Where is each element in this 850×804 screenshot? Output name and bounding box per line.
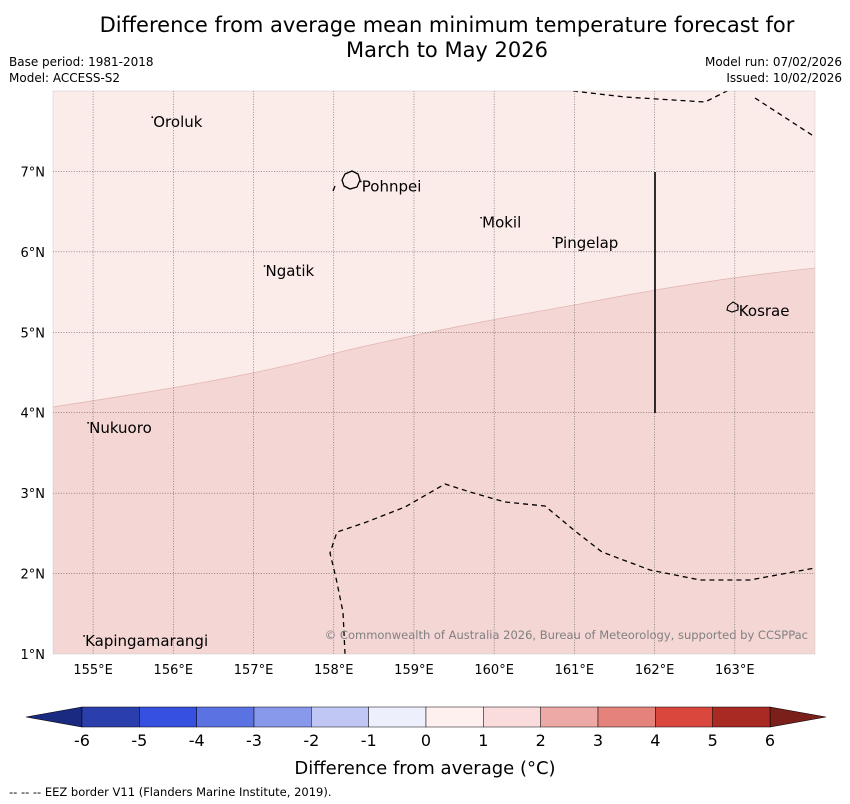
x-tick-label: 155°E — [73, 663, 113, 678]
colorbar-tick-label: -4 — [189, 731, 205, 750]
x-tick-label: 156°E — [154, 663, 194, 678]
place-label: Kosrae — [739, 302, 790, 320]
colorbar-swatch — [425, 706, 484, 728]
colorbar-tick-label: 4 — [650, 731, 660, 750]
colorbar-tick-label: 5 — [708, 731, 718, 750]
island-marker-icon — [151, 116, 154, 119]
place-label: Ngatik — [266, 262, 315, 280]
colorbar-tick-label: 3 — [593, 731, 603, 750]
island-marker-icon — [83, 635, 85, 637]
eez-border-pohnpei — [332, 185, 336, 192]
x-tick-label: 163°E — [715, 663, 755, 678]
eez-border-north — [572, 91, 815, 138]
colorbar-swatch — [139, 706, 197, 728]
x-tick-label: 160°E — [474, 663, 514, 678]
colorbar: -6 -5 -4 -3 -2 -1 0 1 2 3 4 5 6 — [25, 706, 827, 750]
y-tick-label: 2°N — [21, 568, 46, 583]
map-frame — [52, 90, 816, 655]
place-label: Kapingamarangi — [85, 632, 208, 650]
colorbar-swatch — [540, 706, 599, 728]
copyright-credit: © Commonwealth of Australia 2026, Bureau… — [325, 628, 808, 642]
colorbar-tick-label: 6 — [765, 731, 775, 750]
colorbar-tick-label: -3 — [246, 731, 262, 750]
island-marker-icon — [552, 236, 555, 239]
colorbar-swatch — [483, 706, 541, 728]
place-labels: Oroluk Pohnpei Mokil Pingelap Ngatik Kosrae Nu… — [83, 113, 789, 650]
y-axis-ticks: 7°N 6°N 5°N 4°N 3°N 2°N 1°N — [21, 165, 46, 663]
colorbar-extend-high — [769, 706, 827, 728]
x-tick-label: 161°E — [555, 663, 595, 678]
x-tick-label: 157°E — [234, 663, 274, 678]
x-axis-ticks: 155°E 156°E 157°E 158°E 159°E 160°E 161°E 162°E… — [73, 663, 754, 678]
colorbar-extend-low — [25, 706, 83, 728]
colorbar-swatch — [597, 706, 656, 728]
colorbar-swatch — [311, 706, 369, 728]
colorbar-tick-label: -5 — [131, 731, 147, 750]
island-marker-icon — [736, 305, 739, 308]
x-tick-label: 158°E — [314, 663, 354, 678]
y-tick-label: 1°N — [21, 648, 46, 663]
x-tick-label: 162°E — [635, 663, 675, 678]
title-line-2: March to May 2026 — [346, 38, 548, 62]
eez-footnote: -- -- -- EEZ border V11 (Flanders Marine… — [9, 785, 332, 799]
map-title: Difference from average mean minimum tem… — [0, 13, 850, 63]
colorbar-tick-label: 0 — [421, 731, 431, 750]
colorbar-tick-label: 2 — [536, 731, 546, 750]
model-name: Model: ACCESS-S2 — [9, 71, 121, 85]
place-label: Oroluk — [153, 113, 202, 131]
eez-border-south — [329, 483, 815, 654]
colorbar-swatch — [712, 706, 771, 728]
map-panel: Oroluk Pohnpei Mokil Pingelap Ngatik Kosrae Nu… — [53, 91, 815, 654]
base-period: Base period: 1981-2018 — [9, 55, 154, 69]
y-tick-label: 3°N — [21, 487, 46, 502]
y-tick-label: 4°N — [21, 407, 46, 422]
colorbar-tick-label: -1 — [361, 731, 377, 750]
island-marker-icon — [87, 421, 89, 424]
meta-right: Model run: 07/02/2026 Issued: 10/02/2026 — [705, 54, 842, 86]
colorbar-label: Difference from average (°C) — [294, 758, 555, 779]
model-run: Model run: 07/02/2026 — [704, 55, 842, 69]
y-tick-label: 7°N — [21, 165, 46, 180]
colorbar-swatch — [368, 706, 427, 728]
region-boundary — [53, 267, 815, 408]
issued-date: Issued: 10/02/2026 — [726, 71, 842, 85]
place-label: Mokil — [482, 214, 521, 232]
place-label: Pohnpei — [362, 178, 422, 196]
lower-region — [53, 268, 815, 654]
place-label: Pingelap — [554, 234, 618, 252]
colorbar-swatch — [196, 706, 255, 728]
place-label: Nukuoro — [89, 419, 152, 437]
y-tick-label: 6°N — [21, 246, 46, 261]
kosrae-island-icon — [726, 301, 739, 313]
colorbar-tick-label: 1 — [478, 731, 488, 750]
colorbar-swatch — [81, 706, 140, 728]
meta-left: Base period: 1981-2018 Model: ACCESS-S2 — [9, 54, 154, 86]
island-marker-icon — [263, 265, 266, 267]
island-marker-icon — [480, 216, 483, 219]
colorbar-tick-label: -2 — [303, 731, 319, 750]
title-line-1: Difference from average mean minimum tem… — [99, 13, 795, 37]
colorbar-swatch — [253, 706, 312, 728]
colorbar-swatch — [655, 706, 713, 728]
island-marker-icon — [359, 180, 362, 183]
x-tick-label: 159°E — [394, 663, 434, 678]
colorbar-tick-label: -6 — [74, 731, 90, 750]
y-tick-label: 5°N — [21, 326, 46, 341]
pohnpei-island-icon — [341, 170, 361, 190]
